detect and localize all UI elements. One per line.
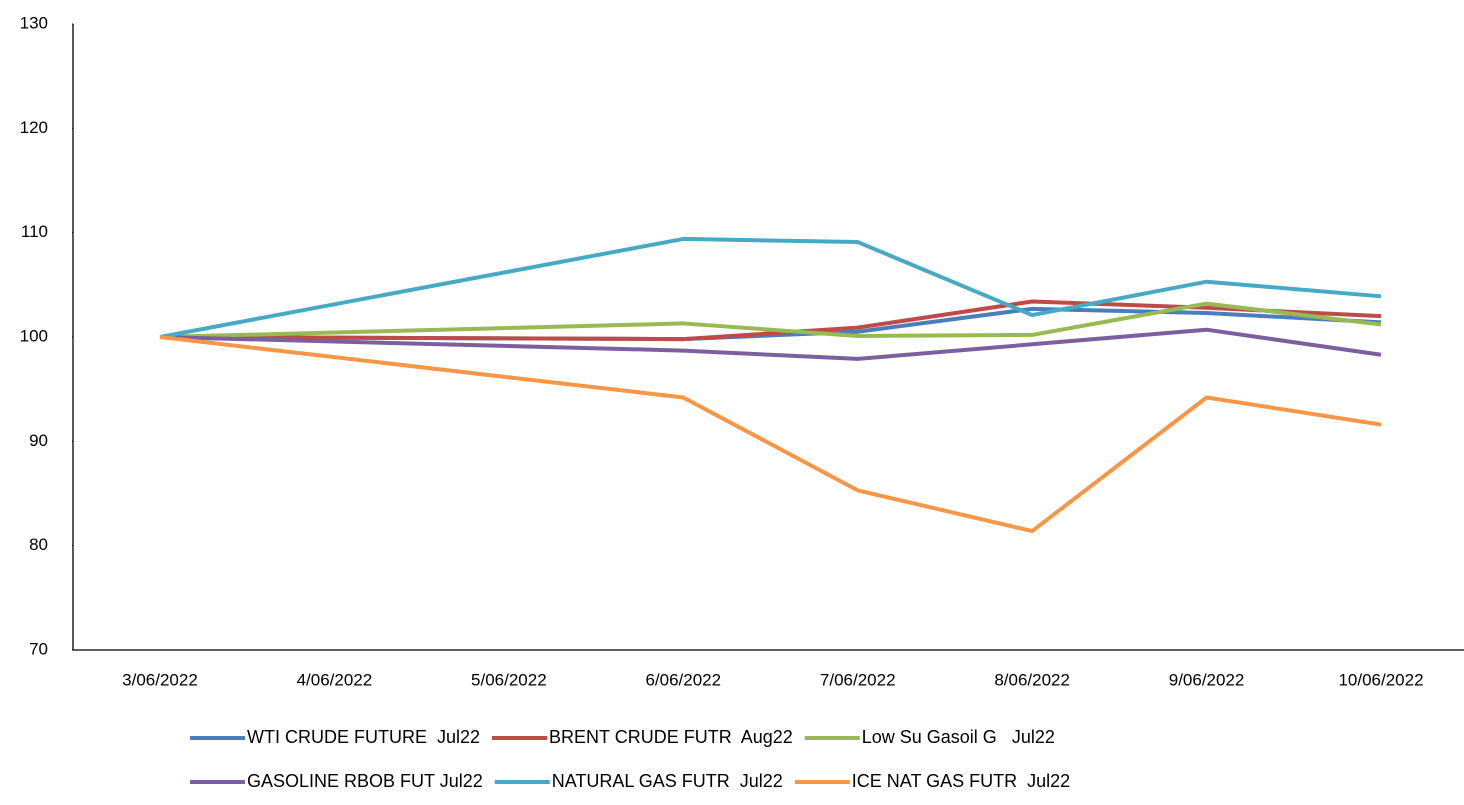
y-tick-label: 70: [29, 639, 48, 658]
x-tick-label: 3/06/2022: [122, 670, 198, 689]
x-tick-label: 10/06/2022: [1338, 670, 1423, 689]
legend-label: GASOLINE RBOB FUT Jul22: [247, 771, 483, 791]
legend-label: NATURAL GAS FUTR Jul22: [552, 771, 783, 791]
x-tick-label: 6/06/2022: [645, 670, 721, 689]
legend-label: ICE NAT GAS FUTR Jul22: [852, 771, 1070, 791]
series-line: [159, 299, 1382, 342]
y-tick-label: 110: [21, 222, 48, 241]
legend-label: Low Su Gasoil G Jul22: [862, 727, 1055, 747]
x-tick-label: 7/06/2022: [820, 670, 896, 689]
y-tick-label: 90: [29, 431, 48, 450]
legend-label: WTI CRUDE FUTURE Jul22: [247, 727, 480, 747]
y-tick-label: 120: [20, 118, 48, 137]
x-tick-label: 5/06/2022: [471, 670, 547, 689]
x-tick-label: 4/06/2022: [297, 670, 373, 689]
y-tick-label: 100: [20, 326, 48, 345]
x-tick-label: 8/06/2022: [994, 670, 1070, 689]
x-tick-label: 9/06/2022: [1169, 670, 1245, 689]
series-line: [159, 335, 1382, 534]
y-tick-label: 80: [29, 535, 48, 554]
series-line: [159, 236, 1382, 339]
series-line: [159, 327, 1382, 361]
legend-label: BRENT CRUDE FUTR Aug22: [549, 727, 793, 747]
series-line: [159, 301, 1382, 339]
y-tick-label: 130: [20, 13, 48, 32]
